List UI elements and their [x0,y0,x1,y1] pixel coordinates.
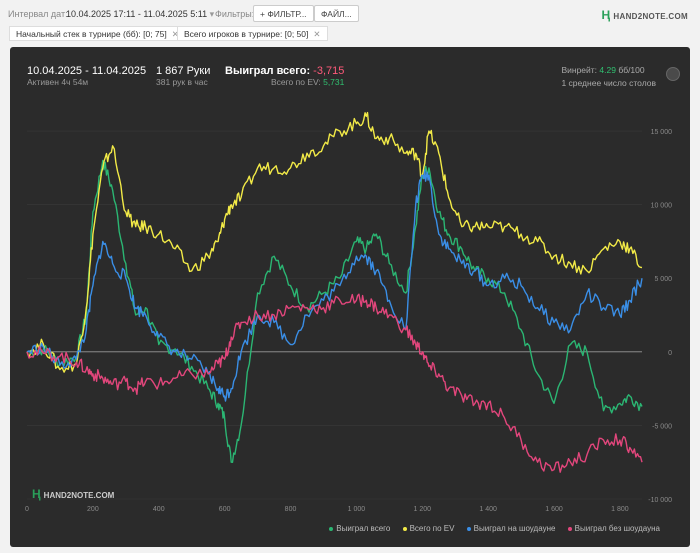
y-tick-label: 5 000 [654,276,672,283]
series-line-3 [26,293,643,473]
gear-icon[interactable] [666,67,680,81]
x-tick-label: 0 [25,506,29,513]
legend-dot [329,526,334,531]
y-tick-label: -5 000 [652,423,672,430]
stat-won-block: Выиграл всего: -3,715 Всего по EV: 5,731 [225,65,344,87]
file-button-label: ФАЙЛ... [321,9,352,19]
x-tick-label: 1 400 [479,506,497,513]
x-tick-label: 600 [219,506,231,513]
series-line-2 [26,169,643,402]
filters-label: Фильтры: [215,9,255,19]
hands-per-hour: 381 рук в час [156,77,208,87]
x-tick-label: 200 [87,506,99,513]
filter-button-label: ФИЛЬТР... [267,9,307,19]
x-tick-label: 800 [285,506,297,513]
legend-label: Выиграл без шоудауна [574,524,660,533]
stat-date-block: 10.04.2025 - 11.04.2025 Активен 4ч 54м [27,65,146,87]
winrate-block: Винрейт: 4.29 бб/100 1 среднее число сто… [561,65,656,88]
chart-legend: Выиграл всего Всего по EV Выиграл на шоу… [319,524,660,533]
graph-panel: 10.04.2025 - 11.04.2025 Активен 4ч 54м 1… [10,47,690,547]
file-button[interactable]: ФАЙЛ... [314,5,359,22]
legend-item-ev[interactable]: Всего по EV [402,524,455,533]
series-line-0 [26,159,643,463]
h2n-logo-icon: Ⱨ [601,8,611,22]
y-tick-label: 10 000 [651,203,673,210]
filter-chip-label: Начальный стек в турнире (бб): [0; 75] [16,29,167,39]
interval-label: Интервал дат: [8,9,68,19]
legend-item-nonshowdown[interactable]: Выиграл без шоудауна [567,524,660,533]
x-tick-label: 1 600 [545,506,563,513]
watermark-text: HAND2NOTE.COM [43,491,115,500]
brand-logo-text: HAND2NOTE.COM [613,12,688,21]
brand-logo: Ⱨ HAND2NOTE.COM [601,8,688,22]
y-tick-label: -10 000 [648,497,672,504]
filter-chip-players[interactable]: Всего игроков в турнире: [0; 50] ✕ [177,26,328,41]
y-tick-label: 0 [668,350,672,357]
y-tick-label: 15 000 [651,129,673,136]
filter-button[interactable]: + ФИЛЬТР... [253,5,314,22]
ev-value: 5,731 [323,77,345,87]
winrate-label: Винрейт: [561,65,598,75]
legend-label: Выиграл всего [336,524,391,533]
interval-value: 10.04.2025 17:11 - 11.04.2025 5:11 [66,9,208,19]
stat-hands-block: 1 867 Руки 381 рук в час [156,65,210,87]
x-tick-label: 400 [153,506,165,513]
plus-icon: + [260,9,268,19]
legend-dot [466,526,471,531]
filter-chip-stack[interactable]: Начальный стек в турнире (бб): [0; 75] ✕ [9,26,186,41]
legend-dot [567,526,572,531]
ev-label: Всего по EV: [270,77,321,87]
watermark: Ⱨ HAND2NOTE.COM [32,487,114,501]
winrate-value: 4.29 [599,65,616,75]
x-tick-label: 1 800 [611,506,629,513]
bankroll-chart: 15 000 10 000 5 000 0 -5 000 -10 000 0 200 400 60… [25,111,673,513]
won-value: -3,715 [313,65,345,77]
legend-dot [402,526,407,531]
active-time: Активен 4ч 54м [27,77,89,87]
interval-dropdown[interactable]: 10.04.2025 17:11 - 11.04.2025 5:11 ▾ [66,9,214,20]
x-tick-label: 1 200 [414,506,432,513]
legend-item-showdown[interactable]: Выиграл на шоудауне [466,524,556,533]
x-tick-label: 1 000 [348,506,366,513]
series-line-1 [26,111,643,373]
avg-tables: 1 среднее число столов [561,78,656,88]
h2n-logo-icon: Ⱨ [32,487,41,501]
winrate-unit: бб/100 [618,65,645,75]
legend-label: Выиграл на шоудауне [473,524,556,533]
hands-count: 1 867 Руки [156,65,211,77]
date-range: 10.04.2025 - 11.04.2025 [27,65,147,77]
top-bar: Интервал дат: 10.04.2025 17:11 - 11.04.2… [0,0,700,26]
legend-item-won[interactable]: Выиграл всего [329,524,390,533]
close-icon[interactable]: ✕ [171,29,179,39]
close-icon[interactable]: ✕ [313,29,321,39]
won-label: Выиграл всего: [225,65,311,77]
filter-chip-label: Всего игроков в турнире: [0; 50] [184,29,309,39]
chevron-down-icon: ▾ [209,9,215,19]
legend-label: Всего по EV [409,524,455,533]
